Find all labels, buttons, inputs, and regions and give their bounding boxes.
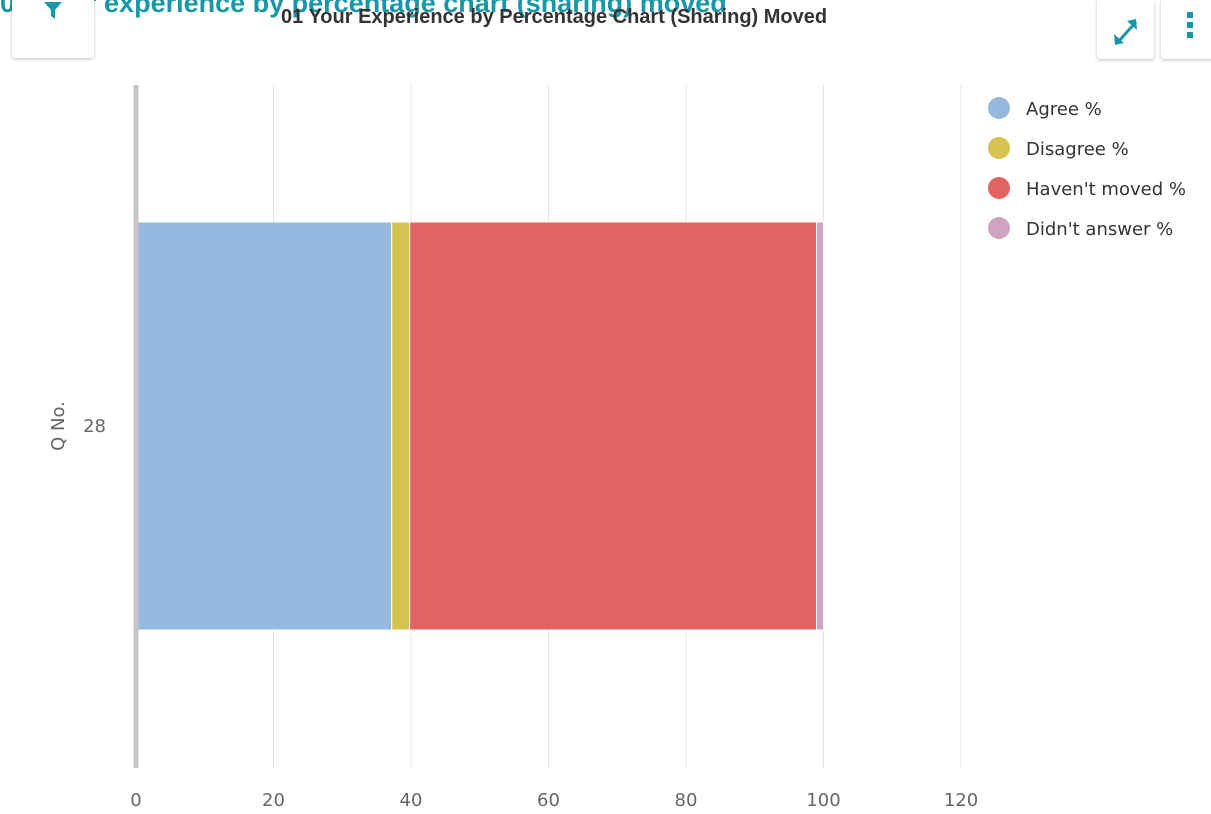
- more-options-button[interactable]: [1161, 0, 1211, 59]
- bars-group: [135, 221, 824, 631]
- legend-marker-4: [988, 217, 1010, 239]
- legend-label-1[interactable]: Agree %: [1026, 99, 1102, 120]
- bar-segment-1[interactable]: [135, 221, 393, 631]
- bar-segment-3[interactable]: [409, 221, 818, 631]
- x-tick-label-3: 60: [537, 790, 560, 811]
- legend-label-2[interactable]: Disagree %: [1026, 139, 1129, 160]
- x-tick-label-1: 20: [262, 790, 285, 811]
- chart-title: 01 Your Experience by Percentage Chart (…: [281, 6, 828, 28]
- x-tick-label-4: 80: [675, 790, 698, 811]
- legend-marker-3: [988, 177, 1010, 199]
- x-tick-label-5: 100: [806, 790, 840, 811]
- expand-icon: [1114, 19, 1138, 45]
- x-tick-label-0: 0: [130, 790, 141, 811]
- x-tick-labels: 0 20 40 60 80 100 120: [130, 790, 978, 811]
- y-tick-label-0: 28: [83, 416, 106, 437]
- legend: Agree % Disagree % Haven't moved % Didn't a…: [988, 97, 1186, 240]
- bar-segment-4[interactable]: [816, 221, 824, 631]
- background-page-title: 01 Your experience by percentage chart (…: [0, 0, 727, 18]
- legend-marker-1: [988, 97, 1010, 119]
- y-axis-title: Q No.: [48, 401, 69, 451]
- expand-button[interactable]: [1097, 0, 1154, 59]
- legend-label-4[interactable]: Didn't answer %: [1026, 219, 1173, 240]
- legend-label-3[interactable]: Haven't moved %: [1026, 179, 1186, 200]
- x-tick-label-6: 120: [944, 790, 978, 811]
- y-tick-labels: 28: [83, 416, 106, 437]
- vertical-dots-icon: [1187, 12, 1193, 38]
- legend-marker-2: [988, 137, 1010, 159]
- x-tick-label-2: 40: [400, 790, 423, 811]
- filter-icon: [44, 2, 62, 19]
- bar-segment-2[interactable]: [391, 221, 411, 631]
- filter-button[interactable]: [12, 0, 94, 58]
